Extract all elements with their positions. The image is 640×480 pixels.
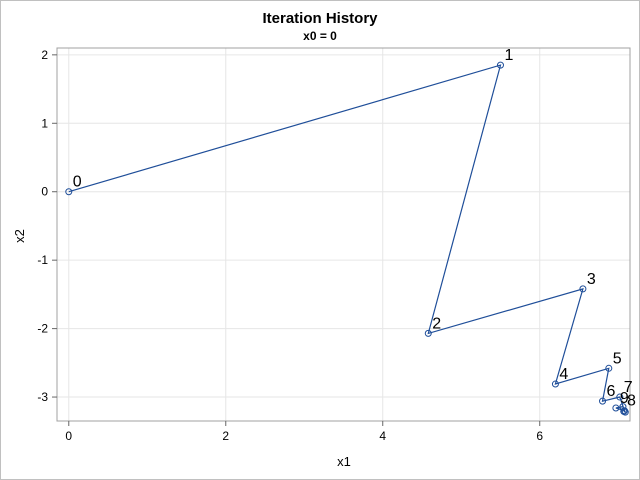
point-label: 2 <box>432 315 441 332</box>
point-label: 8 <box>627 393 636 410</box>
x-axis-label: x1 <box>337 454 351 469</box>
data-point-marker <box>496 61 504 69</box>
point-label: 1 <box>504 47 513 64</box>
point-label: 3 <box>587 271 596 288</box>
y-tick-label: -3 <box>37 390 48 404</box>
point-label: 0 <box>73 174 82 191</box>
x-tick-label: 4 <box>379 429 386 443</box>
x-axis-ticks: 0 2 4 6 <box>65 421 543 443</box>
point-label: 4 <box>559 366 568 383</box>
data-point-marker <box>605 364 613 372</box>
y-tick-label: 1 <box>41 116 48 130</box>
y-axis-ticks: 2 1 0 -1 -2 -3 <box>37 48 57 404</box>
data-point-marker <box>616 393 624 401</box>
data-point-marker <box>620 407 628 415</box>
gridlines <box>57 48 630 421</box>
point-label: 5 <box>613 350 622 367</box>
y-axis-label: x2 <box>12 229 27 243</box>
series-line <box>68 64 627 414</box>
chart-subtitle: x0 = 0 <box>303 29 337 43</box>
y-tick-label: -1 <box>37 253 48 267</box>
point-label: 6 <box>607 383 616 400</box>
y-tick-label: -2 <box>37 322 48 336</box>
data-point-marker <box>599 397 607 405</box>
x-tick-label: 2 <box>222 429 229 443</box>
chart-title: Iteration History <box>262 10 378 27</box>
y-tick-label: 0 <box>41 185 48 199</box>
data-point-marker <box>424 329 432 337</box>
data-point-marker <box>612 404 620 412</box>
data-point-marker <box>579 285 587 293</box>
data-point-marker <box>65 188 73 196</box>
point-label: 7 <box>624 379 633 396</box>
x-tick-label: 6 <box>536 429 543 443</box>
data-point-marker <box>621 407 629 415</box>
series-iterations: 0 1 2 3 4 5 6 789 <box>65 47 636 416</box>
plot-area-border <box>56 47 631 422</box>
y-tick-label: 2 <box>41 48 48 62</box>
x-tick-label: 0 <box>65 429 72 443</box>
data-point-marker <box>551 380 559 388</box>
point-label: 9 <box>620 390 629 407</box>
